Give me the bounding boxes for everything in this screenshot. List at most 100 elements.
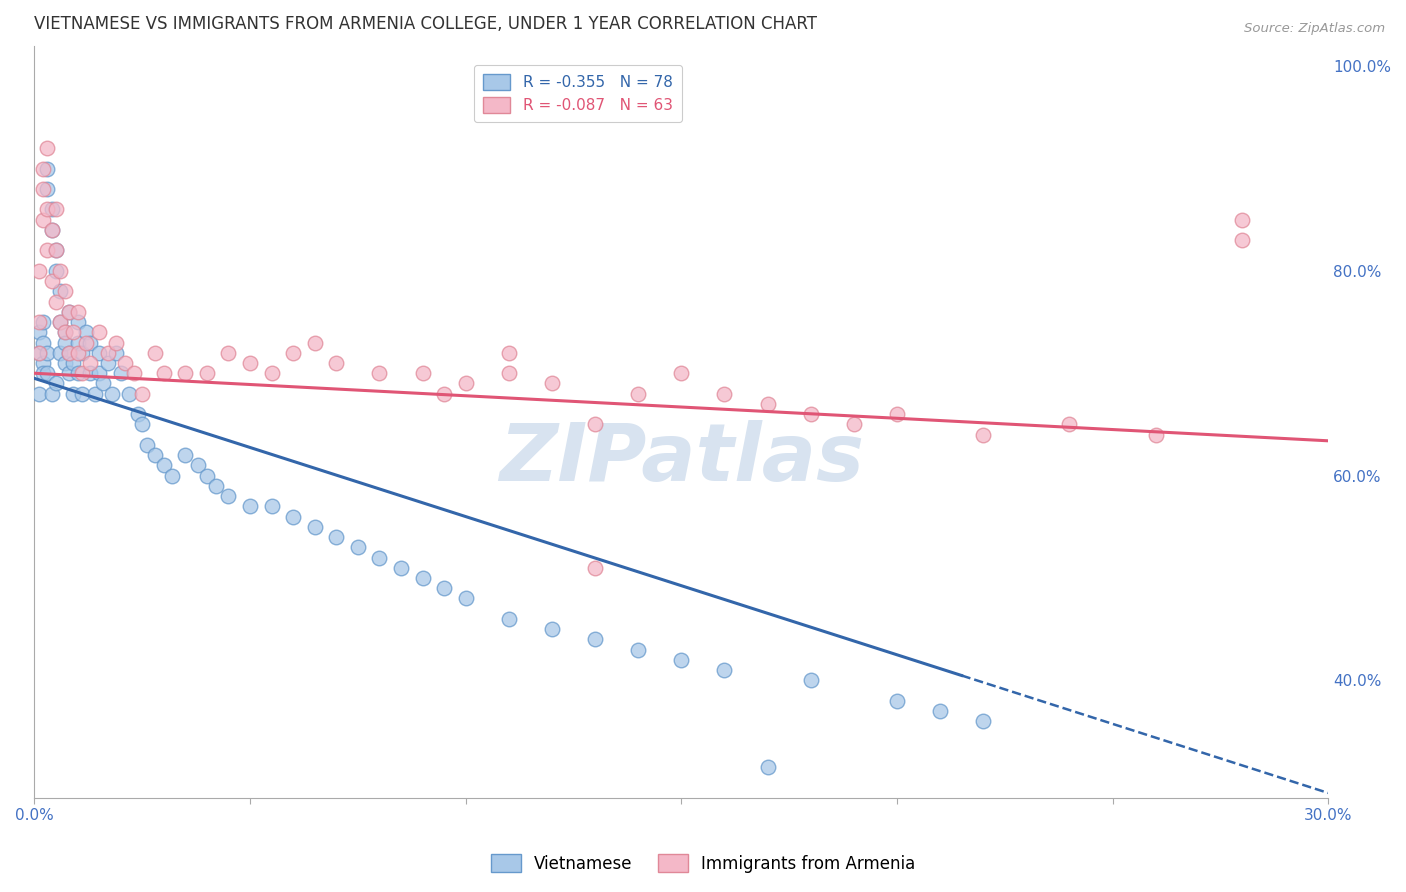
Point (541, 622, 564, 636)
Point (70, 366, 93, 380)
Point (28, 386, 51, 401)
Point (886, 407, 908, 421)
Point (152, 458, 174, 473)
Point (756, 760, 779, 774)
Point (87, 366, 110, 380)
Point (49, 345, 72, 359)
Point (97, 356, 120, 370)
Point (28, 264, 51, 278)
Point (972, 714, 994, 729)
Point (454, 591, 477, 606)
Point (433, 386, 456, 401)
Point (45, 376, 67, 391)
Point (583, 632, 606, 647)
Point (217, 489, 239, 503)
Point (75, 326, 97, 340)
Point (70, 386, 93, 401)
Point (58, 366, 80, 380)
Point (97, 345, 120, 359)
Point (105, 345, 128, 359)
Point (131, 417, 153, 432)
Point (28, 315, 51, 329)
Point (304, 520, 326, 534)
Point (800, 673, 823, 688)
Point (929, 704, 952, 718)
Point (101, 386, 124, 401)
Point (122, 366, 145, 380)
Point (79, 335, 101, 350)
Point (110, 366, 132, 380)
Point (37, 182, 59, 196)
Point (1059, 417, 1081, 432)
Point (260, 500, 283, 514)
Point (32, 366, 55, 380)
Point (41, 274, 63, 288)
Point (53, 335, 76, 350)
Point (281, 509, 304, 524)
Point (87, 345, 110, 359)
Point (28, 345, 51, 359)
Point (49, 315, 72, 329)
Point (114, 356, 136, 370)
Point (627, 386, 650, 401)
Point (45, 244, 67, 258)
Point (87, 326, 110, 340)
Point (304, 335, 326, 350)
Point (32, 161, 55, 176)
Point (66, 335, 89, 350)
Point (41, 202, 63, 217)
Point (412, 366, 434, 380)
Point (131, 386, 153, 401)
Point (627, 642, 650, 657)
Point (32, 212, 55, 227)
Point (53, 326, 76, 340)
Point (53, 356, 76, 370)
Point (32, 335, 55, 350)
Point (713, 386, 735, 401)
Point (389, 560, 412, 574)
Point (671, 653, 693, 667)
Point (75, 335, 97, 350)
Point (93, 376, 115, 391)
Point (583, 560, 606, 574)
Point (41, 223, 63, 237)
Point (79, 356, 101, 370)
Point (281, 345, 304, 359)
Point (45, 294, 67, 309)
Legend: Vietnamese, Immigrants from Armenia: Vietnamese, Immigrants from Armenia (484, 847, 922, 880)
Point (62, 326, 84, 340)
Point (62, 356, 84, 370)
Text: Source: ZipAtlas.com: Source: ZipAtlas.com (1244, 22, 1385, 36)
Point (49, 315, 72, 329)
Point (498, 366, 520, 380)
Point (583, 417, 606, 432)
Point (195, 366, 218, 380)
Point (135, 438, 157, 452)
Point (800, 407, 823, 421)
Point (70, 345, 93, 359)
Point (127, 407, 149, 421)
Text: ZIPatlas: ZIPatlas (499, 420, 863, 499)
Point (66, 305, 89, 319)
Point (260, 366, 283, 380)
Point (53, 326, 76, 340)
Point (32, 315, 55, 329)
Point (143, 448, 166, 462)
Point (152, 366, 174, 380)
Point (37, 244, 59, 258)
Point (325, 530, 347, 544)
Point (41, 223, 63, 237)
Point (58, 345, 80, 359)
Point (756, 397, 779, 411)
Point (195, 468, 218, 483)
Point (204, 479, 226, 493)
Point (37, 161, 59, 176)
Point (37, 141, 59, 155)
Point (1144, 427, 1167, 442)
Text: VIETNAMESE VS IMMIGRANTS FROM ARMENIA COLLEGE, UNDER 1 YEAR CORRELATION CHART: VIETNAMESE VS IMMIGRANTS FROM ARMENIA CO… (34, 15, 817, 33)
Point (1230, 233, 1253, 247)
Point (37, 345, 59, 359)
Point (37, 202, 59, 217)
Point (45, 202, 67, 217)
Point (118, 386, 141, 401)
